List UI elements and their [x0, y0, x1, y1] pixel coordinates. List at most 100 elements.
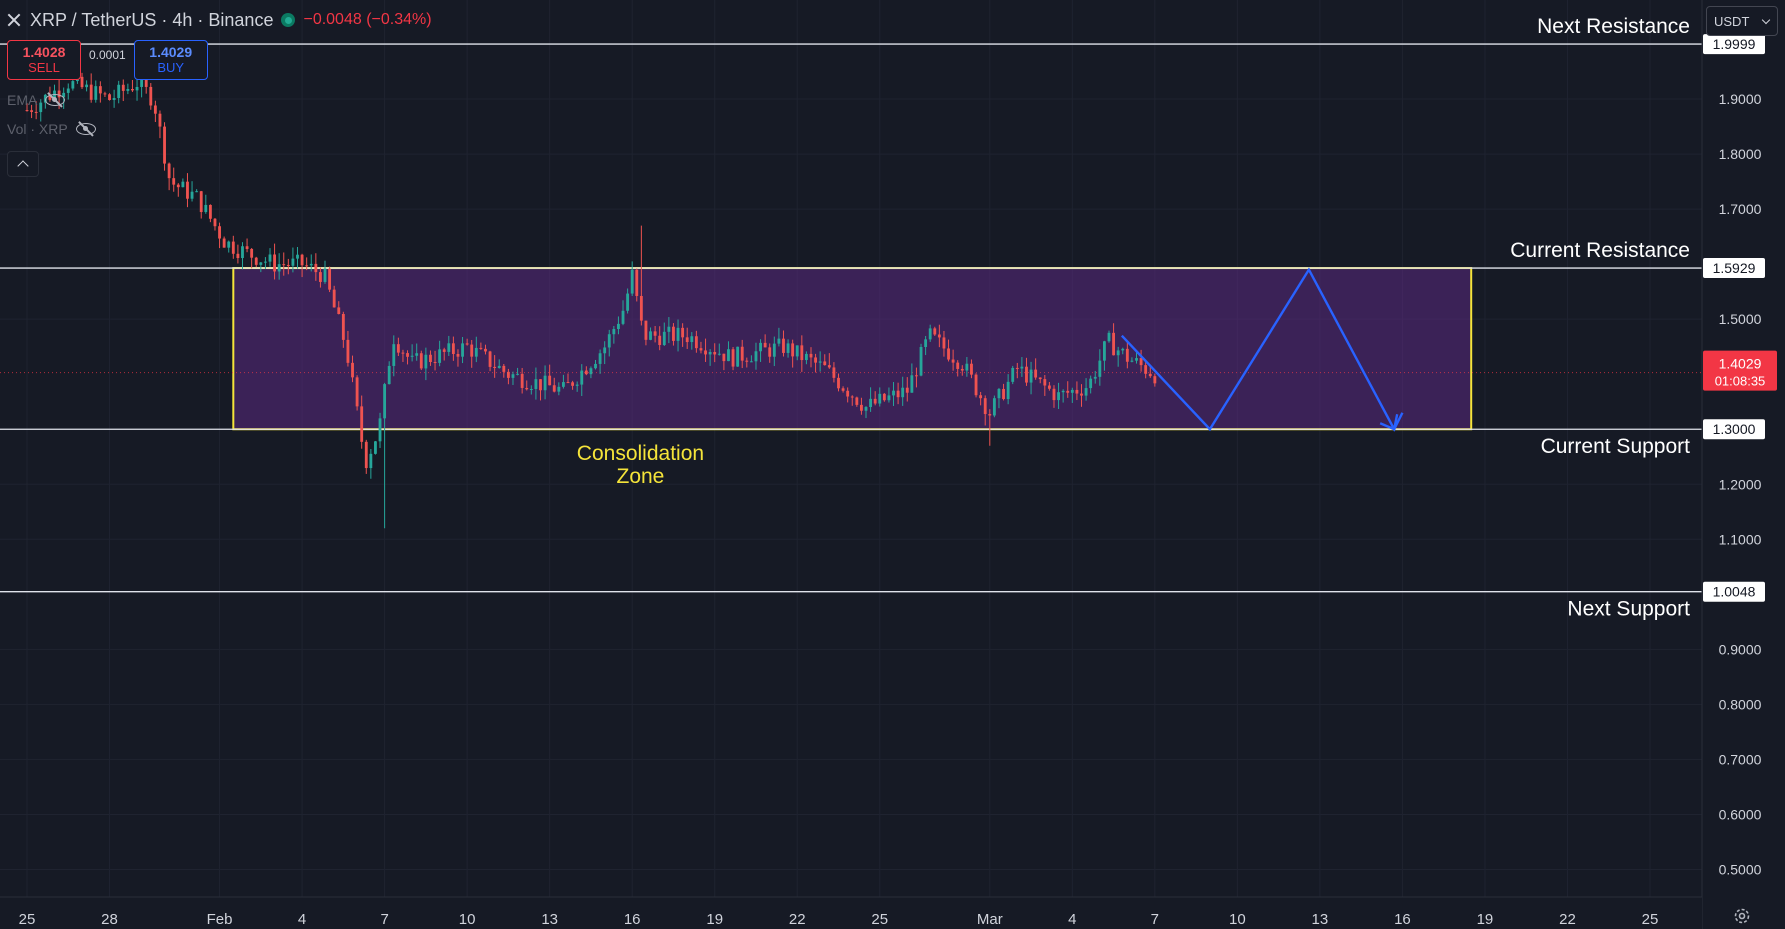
- candle-body: [273, 254, 276, 272]
- candle-body: [369, 453, 373, 469]
- collapse-indicators-button[interactable]: [7, 151, 39, 177]
- candle-body: [685, 337, 689, 343]
- candle-body: [676, 327, 680, 341]
- candle-body: [878, 393, 882, 404]
- candle-body: [754, 351, 758, 362]
- eye-hidden-icon[interactable]: [45, 94, 66, 106]
- time-tick-label: 7: [1151, 911, 1159, 928]
- candle-body: [928, 328, 932, 340]
- candle-body: [896, 390, 900, 398]
- time-tick-label: Mar: [977, 911, 1003, 928]
- eye-hidden-icon[interactable]: [75, 123, 96, 135]
- candle-body: [529, 389, 533, 391]
- candle-body: [89, 84, 93, 100]
- candle-body: [355, 377, 359, 407]
- candle-body: [1020, 366, 1024, 369]
- candle-body: [694, 336, 698, 349]
- candle-body: [1066, 390, 1070, 393]
- projection-arrowhead: [1379, 414, 1399, 431]
- candle-body: [763, 342, 767, 348]
- candle-body: [461, 343, 464, 357]
- candle-body: [639, 295, 643, 321]
- candle-body: [236, 253, 240, 259]
- currency-select[interactable]: USDT: [1706, 6, 1778, 36]
- candle-body: [1084, 388, 1088, 396]
- buy-button[interactable]: 1.4029 BUY: [133, 40, 208, 80]
- candle-body: [195, 191, 199, 193]
- current-price-label: 1.4029: [1719, 356, 1762, 372]
- candle-body: [919, 347, 923, 376]
- indicator-ema[interactable]: EMA: [7, 92, 66, 108]
- trade-bar: 1.4028 SELL 0.0001 1.4029 BUY: [7, 40, 208, 80]
- candle-body: [181, 181, 185, 188]
- candle-body: [383, 384, 387, 419]
- candle-body: [1102, 341, 1106, 361]
- sell-label: SELL: [28, 59, 60, 75]
- candle-body: [846, 390, 850, 397]
- time-tick-label: 13: [541, 911, 558, 928]
- candle-body: [598, 353, 602, 364]
- projection-line: [1120, 267, 1404, 432]
- time-tick-label: 25: [1642, 911, 1659, 928]
- zone-title-line1: Consolidation: [577, 442, 704, 465]
- sell-price: 1.4028: [22, 44, 66, 61]
- candle-body: [1034, 369, 1038, 378]
- candle-body: [158, 113, 162, 127]
- candle-body: [1057, 392, 1060, 401]
- candle-body: [511, 374, 515, 378]
- candle-body: [584, 370, 588, 375]
- candle-body: [282, 264, 286, 266]
- candle-body: [850, 396, 854, 398]
- candle-body: [117, 84, 121, 98]
- buy-price: 1.4029: [149, 44, 193, 61]
- level-price-label: 1.5929: [1713, 260, 1756, 276]
- candle-body: [804, 353, 808, 361]
- candle-body: [704, 350, 707, 355]
- close-icon[interactable]: [6, 12, 22, 28]
- candle-body: [1025, 366, 1028, 383]
- candle-body: [667, 326, 671, 332]
- price-tick-label: 0.6000: [1719, 806, 1762, 822]
- candle-body: [415, 353, 419, 356]
- candle-body: [933, 328, 937, 335]
- level-label: Current Resistance: [1510, 239, 1690, 262]
- price-tick-label: 1.7000: [1719, 201, 1762, 217]
- candles: [25, 66, 1157, 529]
- chart-header: XRP / TetherUS · 4h · Binance −0.0048 (−…: [6, 6, 432, 34]
- candle-body: [649, 331, 652, 340]
- indicator-volume[interactable]: Vol · XRP: [7, 121, 96, 137]
- sell-button[interactable]: 1.4028 SELL: [7, 40, 81, 80]
- level-price-badge: [1703, 258, 1765, 279]
- candle-body: [1093, 376, 1097, 379]
- candle-body: [937, 334, 941, 338]
- candle-body: [947, 348, 950, 360]
- candle-body: [424, 354, 428, 369]
- candle-body: [534, 379, 538, 390]
- time-axis[interactable]: 25 28 Feb 4 7 10 13 16 19 22 25 Mar 4 7 10 13 16 19 22 25: [0, 896, 1702, 929]
- price-axis[interactable]: 1.9000 1.8000 1.7000 1.5000 1.2000 1.1000 0.90…: [1701, 0, 1785, 929]
- candle-body: [103, 93, 107, 95]
- candle-body: [603, 347, 607, 354]
- symbol-title[interactable]: XRP / TetherUS · 4h · Binance: [30, 9, 274, 30]
- candle-body: [351, 362, 354, 378]
- candle-body: [34, 111, 38, 113]
- candle-body: [268, 254, 272, 262]
- currency-value: USDT: [1714, 13, 1750, 29]
- projection-path: [1120, 267, 1404, 432]
- candle-body: [722, 353, 726, 362]
- candle-body: [98, 86, 102, 94]
- candle-body: [231, 241, 235, 254]
- level-labels: Next Resistance Current Resistance Current…: [1510, 15, 1690, 621]
- candle-body: [153, 105, 157, 114]
- candle-body: [1125, 348, 1129, 362]
- price-tick-label: 1.8000: [1719, 146, 1762, 162]
- price-tick-label: 1.9000: [1719, 91, 1762, 107]
- candle-body: [71, 81, 75, 89]
- candle-body: [208, 204, 212, 219]
- level-price-label: 1.9999: [1713, 36, 1756, 52]
- price-tick-label: 0.8000: [1719, 696, 1762, 712]
- gear-icon[interactable]: [1733, 907, 1751, 925]
